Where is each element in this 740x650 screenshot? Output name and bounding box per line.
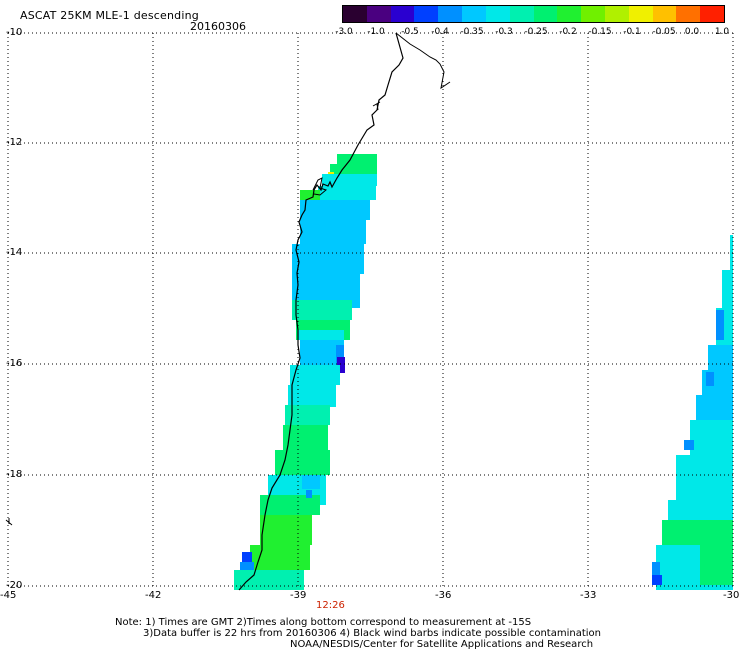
longitude-label: -30 xyxy=(723,590,740,601)
swath-cell xyxy=(234,570,304,590)
swath-cell xyxy=(684,440,694,450)
swath-cell xyxy=(298,330,344,340)
color-scale-tick-label: -1.0 xyxy=(367,27,385,37)
latitude-label: -20 xyxy=(6,580,23,591)
color-scale-tick-label: -0.5 xyxy=(401,27,419,37)
swath-cell xyxy=(285,405,330,425)
swath-cell xyxy=(337,357,345,373)
swath-cell xyxy=(336,345,344,363)
swath-cell xyxy=(288,385,336,407)
color-scale-segment xyxy=(628,6,653,22)
swath-cell xyxy=(690,420,733,460)
color-scale-segment xyxy=(581,6,605,22)
color-scale-tick-label: -0.2 xyxy=(559,27,577,37)
color-scale-tick-label: -0.1 xyxy=(623,27,641,37)
swath-cell xyxy=(706,372,714,386)
lat-lon-grid xyxy=(7,32,734,587)
swath-cell xyxy=(292,300,352,320)
swath-cell xyxy=(240,562,254,570)
scatterometer-swaths xyxy=(234,154,733,590)
latitude-label: -10 xyxy=(6,27,23,38)
swath-cell xyxy=(652,562,660,578)
swath-cell xyxy=(302,475,320,489)
color-scale-tick-label: 1.0 xyxy=(714,27,730,37)
color-scale-segment xyxy=(652,6,677,22)
swath-cell xyxy=(260,495,320,515)
color-scale-tick-label: 0.0 xyxy=(684,27,700,37)
swath-cell xyxy=(676,455,733,505)
swath-cell xyxy=(306,490,312,498)
swath-cell xyxy=(260,515,312,545)
color-scale-tick-label: -0.15 xyxy=(588,27,612,37)
swath-cell xyxy=(242,552,252,562)
note-line-2: 3)Data buffer is 22 hrs from 20160306 4)… xyxy=(143,628,601,639)
color-scale-segment xyxy=(533,6,558,22)
product-date: 20160306 xyxy=(190,20,246,33)
coastline-north xyxy=(395,32,451,90)
swath-cell xyxy=(730,235,733,275)
color-scale-segment xyxy=(676,6,701,22)
note-line-1: Note: 1) Times are GMT 2)Times along bot… xyxy=(115,617,532,628)
product-title: ASCAT 25KM MLE-1 descending xyxy=(20,9,199,22)
color-scale-tick-label: -3.0 xyxy=(335,27,353,37)
longitude-label: -45 xyxy=(0,590,17,601)
swath-cell xyxy=(290,365,340,385)
swath-cell xyxy=(330,164,377,174)
color-scale-bar xyxy=(342,5,725,23)
color-scale-segment xyxy=(462,6,486,22)
longitude-label: -42 xyxy=(145,590,162,601)
note-line-3: NOAA/NESDIS/Center for Satellite Applica… xyxy=(290,639,594,650)
longitude-label: -36 xyxy=(435,590,452,601)
swath-cell xyxy=(292,244,364,274)
latitude-label: -18 xyxy=(6,469,23,480)
swath-cell xyxy=(300,200,370,220)
swath-cell xyxy=(322,174,377,186)
color-scale-tick-label: -0.3 xyxy=(495,27,513,37)
swath-cell xyxy=(318,186,376,200)
latitude-label: -16 xyxy=(6,358,23,369)
time-marker: 12:26 xyxy=(316,600,345,611)
swath-cell xyxy=(652,575,662,585)
color-scale-segment xyxy=(509,6,534,22)
color-scale-ticks: -3.0 -1.0 -0.5 -0.4 -0.35 -0.3 -0.25 -0.2 -0.15 -… xyxy=(330,27,730,39)
longitude-label: -39 xyxy=(290,590,307,601)
latitude-label: -14 xyxy=(6,247,23,258)
color-scale-tick-label: -0.25 xyxy=(524,27,548,37)
color-scale-segment xyxy=(485,6,510,22)
swath-cell xyxy=(722,270,733,310)
swath-cell xyxy=(300,220,366,244)
color-scale-segment xyxy=(414,6,439,22)
swath-cell xyxy=(700,520,733,585)
swath-cell xyxy=(337,154,377,164)
swath-cell xyxy=(716,310,724,340)
color-scale-segment xyxy=(700,6,724,22)
wind-barb xyxy=(5,518,13,526)
latitude-label: -12 xyxy=(6,137,23,148)
coastline xyxy=(238,32,404,591)
swath-cell xyxy=(275,450,330,475)
color-scale-tick-label: -0.35 xyxy=(460,27,484,37)
color-scale-tick-label: -0.4 xyxy=(431,27,449,37)
color-scale-segment xyxy=(604,6,629,22)
color-scale-segment xyxy=(557,6,582,22)
color-scale-segment xyxy=(438,6,463,22)
color-scale-segment xyxy=(343,6,367,22)
color-scale-tick-label: -0.05 xyxy=(652,27,676,37)
longitude-label: -33 xyxy=(580,590,597,601)
color-scale-segment xyxy=(390,6,415,22)
color-scale-segment xyxy=(366,6,391,22)
